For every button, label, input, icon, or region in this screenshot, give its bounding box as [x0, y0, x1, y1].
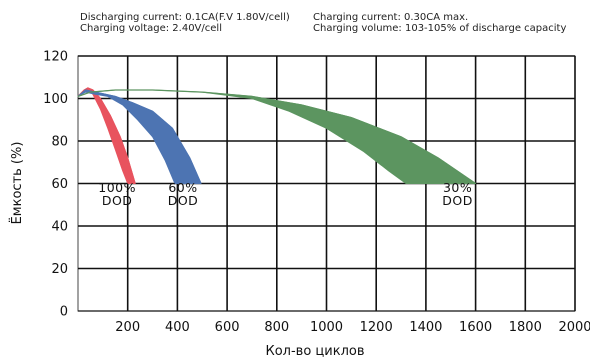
dod-areas — [77, 87, 477, 184]
y-tick-label: 20 — [51, 262, 68, 277]
dod-curve-1 — [77, 89, 202, 184]
grid-lines — [77, 55, 576, 312]
x-tick-label: 2000 — [558, 320, 590, 335]
x-tick-label: 400 — [165, 320, 190, 335]
y-tick-label: 60 — [51, 177, 68, 192]
dod-label-0-0: 100% — [98, 180, 136, 195]
y-tick-label: 40 — [51, 220, 68, 235]
y-axis-title: Ёмкость (%) — [9, 142, 25, 225]
x-tick-label: 1000 — [310, 320, 343, 335]
dod-label-2-0: 30% — [443, 180, 472, 195]
dod-label-0-1: DOD — [102, 193, 133, 208]
x-tick-label: 800 — [264, 320, 289, 335]
x-tick-label: 1200 — [360, 320, 393, 335]
charging-volume-note: Charging volume: 103-105% of discharge c… — [313, 23, 566, 34]
y-tick-label: 0 — [60, 305, 68, 320]
dod-label-1-0: 60% — [168, 180, 197, 195]
x-tick-label: 1600 — [459, 320, 492, 335]
dod-label-2-1: DOD — [442, 193, 473, 208]
tick-labels: 200 400 600 800 1000 1200 1400 1600 1800 2000 0 20 4… — [43, 50, 590, 336]
dod-label-1-1: DOD — [168, 193, 199, 208]
dod-area-1 — [77, 89, 202, 184]
x-tick-label: 1400 — [409, 320, 442, 335]
charging-current-note: Charging current: 0.30CA max. — [313, 12, 468, 23]
discharging-current-note: Discharging current: 0.1CA(F.V 1.80V/cel… — [80, 12, 290, 23]
x-tick-label: 1800 — [509, 320, 542, 335]
charging-voltage-note: Charging voltage: 2.40V/cell — [80, 23, 222, 34]
x-axis-title: Кол-во циклов — [265, 344, 364, 357]
x-tick-label: 600 — [215, 320, 240, 335]
y-tick-label: 100 — [43, 92, 68, 107]
dod-curve-2 — [77, 89, 476, 184]
y-tick-label: 120 — [43, 50, 68, 65]
dod-curve-0 — [77, 87, 136, 184]
y-tick-label: 80 — [51, 135, 68, 150]
x-tick-label: 200 — [115, 320, 140, 335]
